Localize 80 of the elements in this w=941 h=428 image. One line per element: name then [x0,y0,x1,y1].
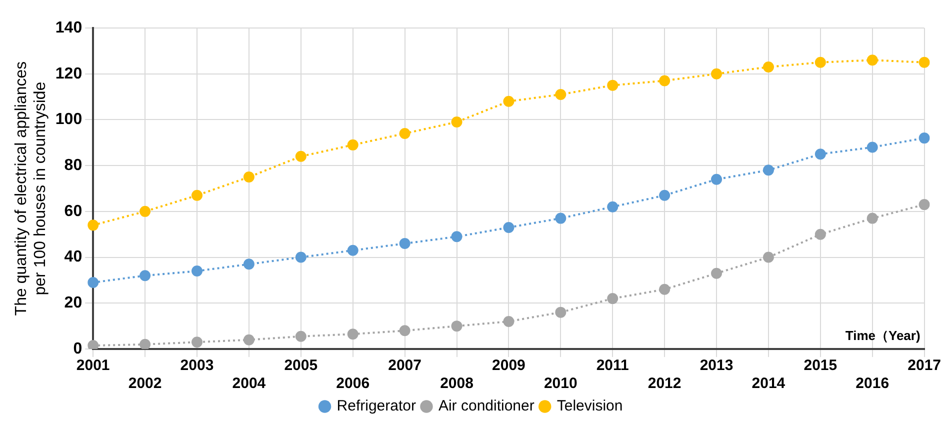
point [347,328,358,340]
x-tick-label: 2007 [388,357,422,374]
x-tick-label: 2006 [336,375,370,392]
legend-label: Refrigerator [336,398,416,415]
point [607,201,618,212]
x-tick-label: 2002 [128,375,162,392]
point [295,330,306,342]
y-tick-label: 120 [55,65,82,82]
point [295,252,306,263]
point [451,320,462,332]
point [243,172,254,183]
point [762,164,774,176]
x-tick-label: 2001 [76,357,110,374]
legend-label: Television [556,398,623,415]
x-tick-label: 2008 [440,375,474,392]
point [659,75,670,86]
point [814,228,826,240]
x-tick-label: 2003 [180,357,214,374]
point [140,338,151,349]
y-tick-label: 20 [64,294,82,312]
point [399,238,410,250]
point [866,212,878,224]
point [503,96,514,107]
point [88,220,99,231]
point [659,190,670,201]
point [295,150,306,162]
point [399,128,410,139]
point [918,199,930,210]
x-tick-label: 2017 [908,357,941,374]
point [762,61,774,72]
x-tick-label: 2016 [856,375,890,392]
y-tick-label: 0 [73,340,82,358]
point [814,56,826,68]
point [140,270,151,282]
x-tick-label: 2010 [544,375,578,392]
point [243,334,254,346]
point [347,244,358,256]
legend-label: Air conditioner [438,398,534,415]
y-tick-label: 80 [64,156,82,174]
point [192,190,202,201]
x-tick-label: 2004 [232,375,266,392]
point [555,212,566,224]
x-tick-label: 2005 [284,357,318,374]
point [243,258,254,270]
point [347,139,358,150]
point [555,306,566,318]
y-tick-label: 60 [64,202,82,220]
point [866,142,878,153]
point [607,293,618,304]
point [451,116,462,128]
point [503,222,514,233]
x-tick-label: 2015 [804,357,838,374]
point [711,68,722,80]
point [814,148,826,160]
point [192,336,202,348]
x-tick-label: 2013 [700,357,734,374]
y-tick-label: 100 [55,111,82,128]
y-tick-label: 140 [55,19,82,36]
point [711,268,722,279]
y-axis-title: The quantity of electrical appliances per 100 houses in countryside [13,61,50,316]
x-tick-label: 2012 [648,375,682,392]
x-axis-title: Time（Year) [845,328,920,344]
x-tick-label: 2014 [752,375,786,392]
x-tick-label: 2009 [492,357,526,374]
point [607,80,618,91]
point [88,277,99,288]
point [762,252,774,263]
point [503,316,514,327]
point [866,54,878,66]
y-tick-label: 40 [64,248,82,266]
point [451,231,462,242]
point [140,206,151,217]
x-tick-label: 2011 [596,357,629,374]
point [399,325,410,336]
point [555,88,566,100]
point [659,284,670,295]
point [711,174,722,185]
point [918,132,930,144]
point [918,56,930,68]
point [192,266,202,277]
